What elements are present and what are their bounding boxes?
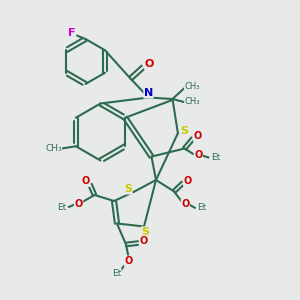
Text: Et: Et (212, 153, 220, 162)
Text: O: O (124, 256, 133, 266)
Text: O: O (183, 176, 192, 186)
Text: O: O (144, 59, 154, 69)
Text: CH₃: CH₃ (184, 82, 200, 91)
Text: O: O (74, 199, 83, 209)
Text: O: O (81, 176, 90, 187)
Text: F: F (68, 28, 76, 38)
Text: O: O (139, 236, 148, 247)
Text: O: O (181, 199, 190, 209)
Text: S: S (142, 227, 149, 237)
Text: S: S (124, 184, 132, 194)
Text: N: N (144, 88, 153, 98)
Text: O: O (194, 149, 202, 160)
Text: Et: Et (58, 202, 67, 211)
Text: CH₃: CH₃ (184, 98, 200, 106)
Text: Et: Et (112, 268, 121, 278)
Text: Et: Et (197, 203, 206, 212)
Text: CH₃: CH₃ (45, 144, 62, 153)
Text: S: S (180, 126, 188, 136)
Text: O: O (193, 131, 202, 141)
